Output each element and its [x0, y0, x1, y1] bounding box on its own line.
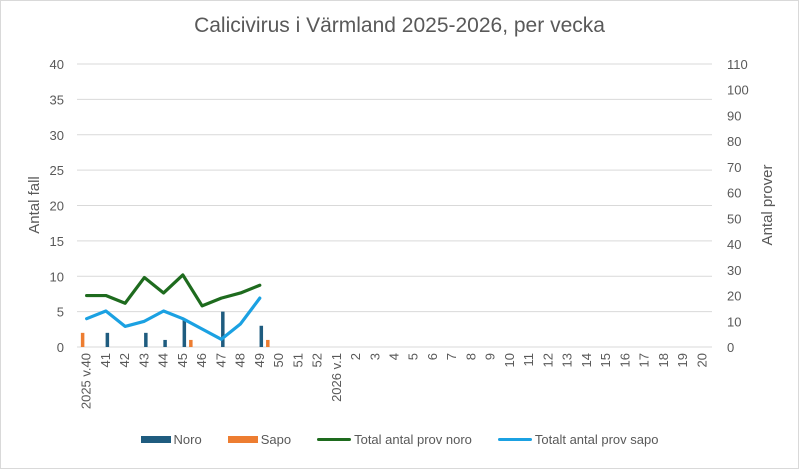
- gridlines: [77, 63, 712, 348]
- bar-noro: [182, 318, 187, 347]
- legend-item-noro: Noro: [140, 432, 202, 447]
- y-tick-right: 90: [727, 108, 741, 123]
- y-tick-right: 20: [727, 289, 741, 304]
- y-tick-left: 10: [50, 269, 64, 284]
- x-tick: 46: [194, 353, 209, 367]
- x-tick: 9: [483, 353, 498, 360]
- sapo-swatch-icon: [227, 436, 258, 443]
- legend-label: Sapo: [260, 432, 292, 447]
- bar-noro: [105, 332, 110, 347]
- y-axis-right: 0 10 20 30 40 50 60 70 80 90 100 110: [727, 57, 749, 355]
- x-tick: 4: [387, 353, 402, 360]
- x-tick: 11: [521, 353, 536, 367]
- bar-noro: [221, 311, 225, 347]
- legend-label: Noro: [173, 432, 202, 447]
- y-tick-left: 40: [50, 57, 64, 72]
- x-tick: 2: [348, 353, 363, 360]
- y-tick-left: 5: [57, 305, 64, 320]
- legend: Noro Sapo Total antal prov noro Totalt a…: [0, 432, 799, 447]
- blue-line-swatch-icon: [497, 438, 532, 441]
- y-tick-left: 35: [50, 92, 64, 107]
- x-tick: 49: [252, 353, 267, 367]
- x-tick: 20: [694, 353, 709, 367]
- y-tick-left: 25: [50, 163, 64, 178]
- noro-swatch-icon: [140, 436, 171, 443]
- y-tick-right: 70: [727, 160, 741, 175]
- y-axis-left-title: Antal fall: [26, 176, 43, 234]
- x-tick: 10: [502, 353, 517, 367]
- x-tick: 50: [271, 353, 286, 367]
- x-tick: 2025 v.40: [79, 353, 94, 409]
- x-tick: 17: [637, 353, 652, 367]
- bars: [80, 311, 270, 347]
- lines: [85, 273, 262, 341]
- y-tick-right: 10: [727, 314, 741, 329]
- x-tick: 13: [560, 353, 575, 367]
- line-series: [85, 273, 262, 308]
- x-tick: 52: [310, 353, 325, 367]
- x-tick: 51: [290, 353, 305, 367]
- y-tick-right: 50: [727, 211, 741, 226]
- x-tick: 5: [406, 353, 421, 360]
- x-tick: 14: [579, 353, 594, 367]
- y-tick-left: 0: [57, 340, 64, 355]
- chart-title: Calicivirus i Värmland 2025-2026, per ve…: [194, 14, 605, 37]
- bar-noro: [144, 332, 148, 347]
- bar-sapo: [189, 339, 193, 347]
- y-tick-left: 15: [50, 234, 64, 249]
- y-tick-right: 40: [727, 237, 741, 252]
- bar-noro: [163, 339, 167, 347]
- bar-noro: [259, 325, 264, 347]
- y-tick-right: 0: [727, 340, 734, 355]
- x-tick: 48: [233, 353, 248, 367]
- legend-item-total-noro: Total antal prov noro: [317, 432, 472, 447]
- legend-label: Totalt antal prov sapo: [534, 432, 659, 447]
- y-tick-right: 110: [727, 57, 748, 72]
- bar-sapo: [266, 339, 270, 347]
- y-tick-left: 20: [50, 199, 64, 214]
- x-tick: 43: [136, 353, 151, 367]
- x-tick: 2026 v.1: [329, 353, 344, 402]
- y-tick-right: 80: [727, 134, 741, 149]
- y-axis-left: 0 5 10 15 20 25 30 35 40: [50, 57, 64, 355]
- x-tick: 12: [540, 353, 555, 367]
- x-tick: 16: [617, 353, 632, 367]
- x-tick: 8: [463, 353, 478, 360]
- y-tick-right: 30: [727, 263, 741, 278]
- line-series: [85, 296, 262, 341]
- y-tick-left: 30: [50, 128, 64, 143]
- legend-item-total-sapo: Totalt antal prov sapo: [497, 432, 659, 447]
- x-tick: 3: [367, 353, 382, 360]
- x-tick: 47: [213, 353, 228, 367]
- x-axis-labels: 2025 v.40 41 42 43 44 45 46 47 48 49 50 51 52 2026 v.…: [79, 353, 710, 409]
- x-tick: 15: [598, 353, 613, 367]
- x-tick: 18: [656, 353, 671, 367]
- y-tick-right: 60: [727, 186, 741, 201]
- y-tick-right: 100: [727, 83, 749, 98]
- green-line-swatch-icon: [317, 438, 352, 441]
- y-axis-right-title: Antal prover: [759, 165, 776, 246]
- legend-label: Total antal prov noro: [354, 432, 472, 447]
- legend-item-sapo: Sapo: [227, 432, 292, 447]
- x-tick: 44: [156, 353, 171, 367]
- bar-sapo: [80, 332, 85, 347]
- x-tick: 45: [175, 353, 190, 367]
- x-tick: 42: [117, 353, 132, 367]
- x-tick: 19: [675, 353, 690, 367]
- x-tick: 6: [425, 353, 440, 360]
- x-tick: 41: [98, 353, 113, 367]
- x-tick: 7: [444, 353, 459, 360]
